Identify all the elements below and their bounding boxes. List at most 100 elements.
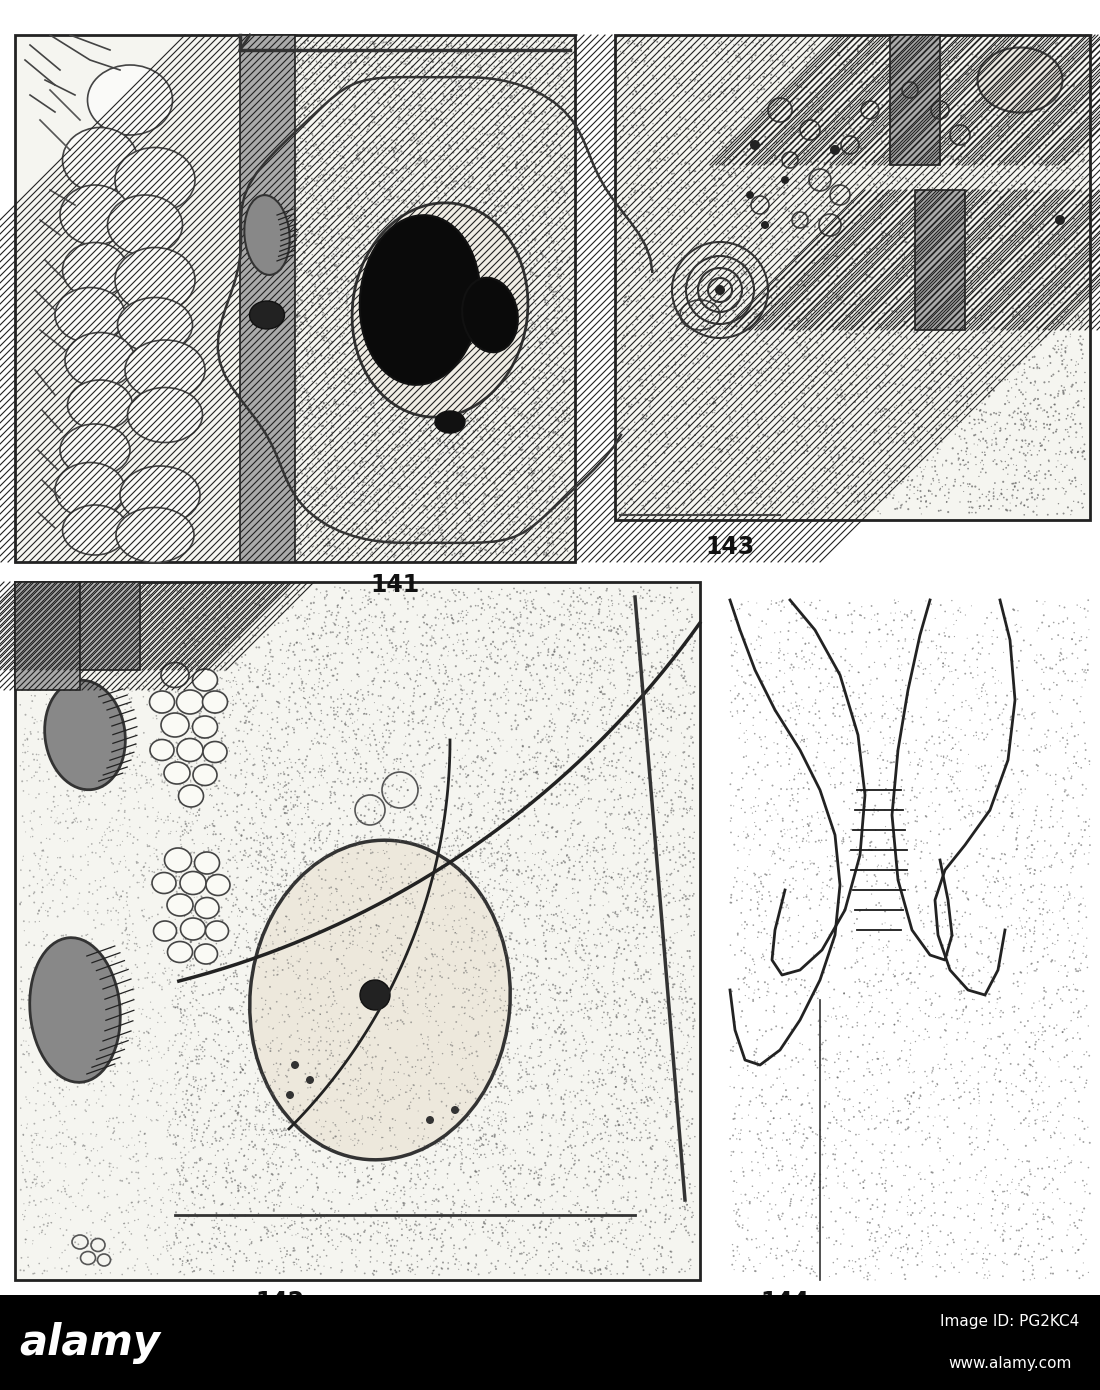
Point: [454, 758, 472, 780]
Point: [1008, 186, 1025, 208]
Point: [410, 291, 428, 313]
Point: [647, 139, 664, 161]
Point: [576, 617, 594, 639]
Point: [590, 981, 607, 1004]
Point: [544, 374, 562, 396]
Point: [494, 470, 512, 492]
Point: [513, 739, 530, 762]
Point: [334, 449, 352, 471]
Point: [549, 905, 566, 927]
Point: [827, 242, 845, 264]
Point: [375, 923, 393, 945]
Point: [366, 411, 384, 434]
Point: [477, 192, 495, 214]
Point: [36, 617, 54, 639]
Point: [296, 833, 314, 855]
Point: [461, 496, 478, 518]
Point: [433, 70, 451, 92]
Point: [950, 338, 968, 360]
Point: [426, 530, 443, 552]
Point: [510, 342, 528, 364]
Point: [732, 285, 749, 307]
Point: [1006, 475, 1024, 498]
Point: [273, 602, 290, 624]
Point: [304, 1245, 321, 1268]
Point: [136, 1225, 154, 1247]
Point: [333, 587, 351, 609]
Point: [365, 589, 383, 612]
Point: [805, 93, 823, 115]
Point: [515, 751, 532, 773]
Point: [381, 343, 398, 366]
Point: [509, 1162, 527, 1184]
Point: [488, 339, 506, 361]
Point: [402, 1080, 419, 1102]
Point: [1012, 29, 1030, 51]
Point: [253, 1005, 271, 1027]
Point: [294, 49, 311, 71]
Point: [156, 851, 174, 873]
Point: [605, 869, 623, 891]
Point: [258, 250, 276, 272]
Point: [411, 1077, 429, 1099]
Point: [389, 695, 407, 717]
Point: [856, 484, 873, 506]
Point: [299, 1088, 317, 1111]
Point: [851, 199, 869, 221]
Point: [302, 730, 320, 752]
Point: [443, 904, 461, 926]
Point: [498, 157, 516, 179]
Point: [1068, 796, 1086, 819]
Point: [632, 628, 650, 651]
Point: [238, 684, 255, 706]
Point: [512, 71, 529, 93]
Point: [430, 1044, 448, 1066]
Point: [438, 603, 455, 626]
Point: [856, 607, 873, 630]
Point: [358, 1183, 375, 1205]
Point: [265, 235, 283, 257]
Point: [1070, 999, 1088, 1022]
Point: [393, 1005, 410, 1027]
Point: [147, 1219, 165, 1241]
Point: [338, 908, 355, 930]
Point: [66, 810, 84, 833]
Point: [606, 980, 624, 1002]
Point: [117, 983, 134, 1005]
Point: [364, 286, 382, 309]
Point: [722, 252, 739, 274]
Point: [186, 1152, 204, 1175]
Point: [244, 1016, 262, 1038]
Point: [466, 582, 484, 605]
Point: [805, 370, 823, 392]
Point: [1050, 432, 1068, 455]
Point: [827, 461, 845, 484]
Point: [603, 1230, 620, 1252]
Point: [925, 161, 943, 183]
Point: [231, 626, 249, 648]
Point: [882, 46, 900, 68]
Point: [872, 1227, 890, 1250]
Point: [426, 461, 443, 484]
Point: [186, 962, 204, 984]
Point: [950, 799, 968, 821]
Point: [509, 1037, 527, 1059]
Point: [454, 225, 472, 247]
Point: [418, 613, 436, 635]
Point: [834, 716, 851, 738]
Point: [343, 153, 361, 175]
Point: [468, 446, 485, 468]
Point: [80, 1148, 98, 1170]
Point: [250, 935, 267, 958]
Point: [660, 493, 678, 516]
Point: [564, 956, 582, 979]
Point: [299, 345, 317, 367]
Point: [322, 621, 340, 644]
Point: [642, 771, 660, 794]
Point: [564, 802, 582, 824]
Point: [1045, 85, 1063, 107]
Point: [671, 1261, 689, 1283]
Point: [286, 980, 304, 1002]
Point: [536, 865, 553, 887]
Point: [612, 741, 629, 763]
